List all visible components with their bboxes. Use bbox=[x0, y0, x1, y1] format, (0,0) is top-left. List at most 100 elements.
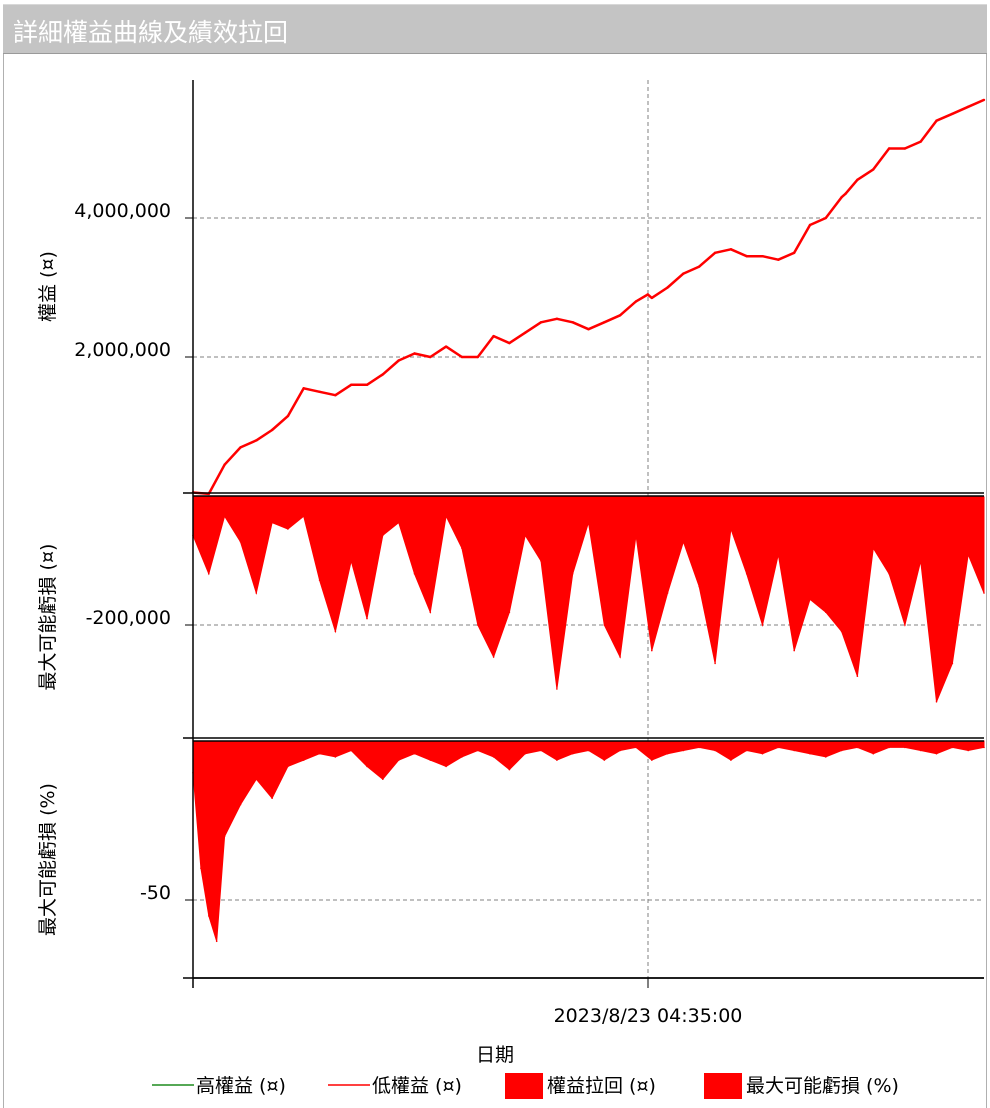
x-axis-title: 日期 bbox=[476, 1044, 514, 1066]
data-point-drawdown_pct-20 bbox=[477, 749, 479, 752]
data-point-drawdown_pct-15 bbox=[397, 759, 400, 761]
data-point-drawdown-15 bbox=[429, 611, 432, 613]
data-point-drawdown_pct-35 bbox=[714, 749, 716, 752]
data-point-drawdown_pct-7 bbox=[271, 797, 273, 799]
data-point-drawdown_pct-1 bbox=[200, 867, 202, 869]
data-point-drawdown_pct-11 bbox=[334, 756, 337, 758]
data-point-drawdown-25 bbox=[587, 521, 590, 524]
data-point-equity-13 bbox=[397, 359, 400, 362]
data-point-equity-6 bbox=[286, 414, 290, 418]
data-point-drawdown-39 bbox=[809, 598, 811, 601]
data-point-drawdown-47 bbox=[935, 701, 938, 703]
data-point-drawdown_pct-10 bbox=[318, 752, 321, 755]
data-point-drawdown_pct-31 bbox=[651, 759, 653, 761]
data-point-drawdown-24 bbox=[571, 573, 574, 575]
data-point-equity-19 bbox=[492, 334, 495, 338]
data-point-drawdown_pct-41 bbox=[809, 752, 811, 755]
legend-label-3: 最大可能虧損 (%) bbox=[746, 1075, 899, 1097]
data-point-drawdown-32 bbox=[698, 585, 700, 588]
data-point-drawdown_pct-50 bbox=[951, 746, 954, 749]
data-point-equity-41 bbox=[824, 216, 827, 220]
y-tick-label-equity-1: 4,000,000 bbox=[74, 200, 171, 222]
data-point-equity-2 bbox=[223, 463, 226, 466]
data-point-drawdown_pct-37 bbox=[745, 749, 748, 752]
data-point-equity-27 bbox=[618, 314, 622, 317]
data-point-equity-8 bbox=[318, 390, 321, 393]
data-point-equity-10 bbox=[350, 383, 353, 386]
data-point-equity-18 bbox=[476, 355, 479, 359]
data-point-drawdown-10 bbox=[350, 560, 353, 562]
data-point-equity-34 bbox=[713, 251, 717, 254]
y-axis-title-drawdown: 最大可能虧損 (¤) bbox=[37, 544, 59, 691]
data-point-equity-44 bbox=[856, 178, 859, 181]
series-line-equity bbox=[192, 98, 985, 496]
data-point-drawdown-38 bbox=[793, 649, 795, 652]
series-layer bbox=[191, 98, 986, 943]
data-point-drawdown-19 bbox=[492, 656, 495, 658]
data-point-drawdown-9 bbox=[334, 630, 337, 633]
data-point-drawdown_pct-9 bbox=[302, 759, 305, 761]
data-point-drawdown_pct-43 bbox=[840, 749, 843, 752]
data-point-drawdown-41 bbox=[840, 630, 843, 633]
data-point-equity-26 bbox=[603, 321, 606, 324]
data-point-equity-16 bbox=[444, 345, 448, 348]
data-point-equity-24 bbox=[571, 321, 574, 324]
data-point-drawdown-20 bbox=[508, 611, 511, 613]
frame-right-border bbox=[986, 54, 987, 1108]
data-point-equity-42 bbox=[840, 196, 843, 199]
data-point-drawdown_pct-12 bbox=[350, 749, 353, 752]
data-point-drawdown_pct-45 bbox=[872, 752, 875, 755]
data-point-equity-32 bbox=[682, 272, 685, 275]
data-point-drawdown-16 bbox=[445, 515, 447, 517]
data-point-drawdown-28 bbox=[635, 534, 637, 537]
series-area-drawdown_pct bbox=[192, 740, 985, 942]
data-point-drawdown_pct-27 bbox=[587, 749, 590, 752]
data-point-drawdown-17 bbox=[461, 547, 463, 549]
data-point-drawdown_pct-14 bbox=[382, 778, 384, 780]
data-point-equity-31 bbox=[666, 286, 669, 289]
data-point-equity-49 bbox=[935, 119, 938, 122]
data-point-drawdown_pct-22 bbox=[508, 768, 511, 771]
data-point-equity-7 bbox=[302, 387, 305, 390]
y-tick-label-drawdown-0: -200,000 bbox=[86, 607, 171, 629]
data-point-drawdown_pct-36 bbox=[730, 759, 732, 761]
data-point-drawdown-42 bbox=[856, 675, 859, 677]
data-point-drawdown_pct-2 bbox=[208, 915, 210, 917]
data-point-drawdown_pct-29 bbox=[619, 749, 621, 752]
data-point-equity-47 bbox=[903, 147, 907, 150]
data-point-drawdown-46 bbox=[919, 560, 922, 562]
data-point-drawdown-50 bbox=[983, 592, 985, 594]
data-point-drawdown_pct-46 bbox=[888, 746, 890, 749]
data-point-equity-46 bbox=[887, 147, 891, 150]
data-point-equity-4 bbox=[255, 439, 258, 442]
data-point-drawdown_pct-4 bbox=[223, 835, 226, 838]
legend: 高權益 (¤) 低權益 (¤) 權益拉回 (¤) 最大可能虧損 (%) bbox=[152, 1073, 899, 1099]
data-point-drawdown-21 bbox=[524, 534, 526, 537]
legend-label-2: 權益拉回 (¤) bbox=[547, 1075, 656, 1097]
data-point-drawdown-48 bbox=[951, 662, 954, 665]
data-point-equity-39 bbox=[793, 251, 796, 254]
data-point-drawdown_pct-3 bbox=[215, 940, 218, 943]
data-point-drawdown-14 bbox=[413, 573, 416, 575]
data-point-drawdown-37 bbox=[777, 553, 780, 556]
data-point-drawdown_pct-47 bbox=[904, 746, 906, 749]
data-point-equity-36 bbox=[745, 255, 748, 258]
data-point-equity-28 bbox=[634, 300, 638, 303]
y-tick-label-drawdown_pct-0: -50 bbox=[140, 882, 171, 904]
data-point-equity-14 bbox=[413, 352, 416, 355]
legend-label-1: 低權益 (¤) bbox=[372, 1075, 462, 1097]
data-point-drawdown-36 bbox=[761, 624, 764, 626]
data-point-equity-11 bbox=[365, 383, 369, 386]
data-point-drawdown_pct-23 bbox=[524, 752, 526, 755]
data-point-drawdown-13 bbox=[397, 521, 400, 524]
data-point-drawdown-45 bbox=[904, 624, 906, 626]
data-point-drawdown-6 bbox=[287, 528, 289, 530]
data-point-drawdown_pct-30 bbox=[635, 746, 637, 749]
data-point-drawdown_pct-40 bbox=[793, 749, 795, 752]
y-axis-title-drawdown_pct: 最大可能虧損 (%) bbox=[37, 783, 59, 936]
data-point-equity-23 bbox=[555, 317, 559, 320]
data-point-equity-15 bbox=[429, 355, 432, 359]
data-point-drawdown-26 bbox=[603, 624, 606, 626]
data-point-drawdown-44 bbox=[888, 573, 890, 575]
